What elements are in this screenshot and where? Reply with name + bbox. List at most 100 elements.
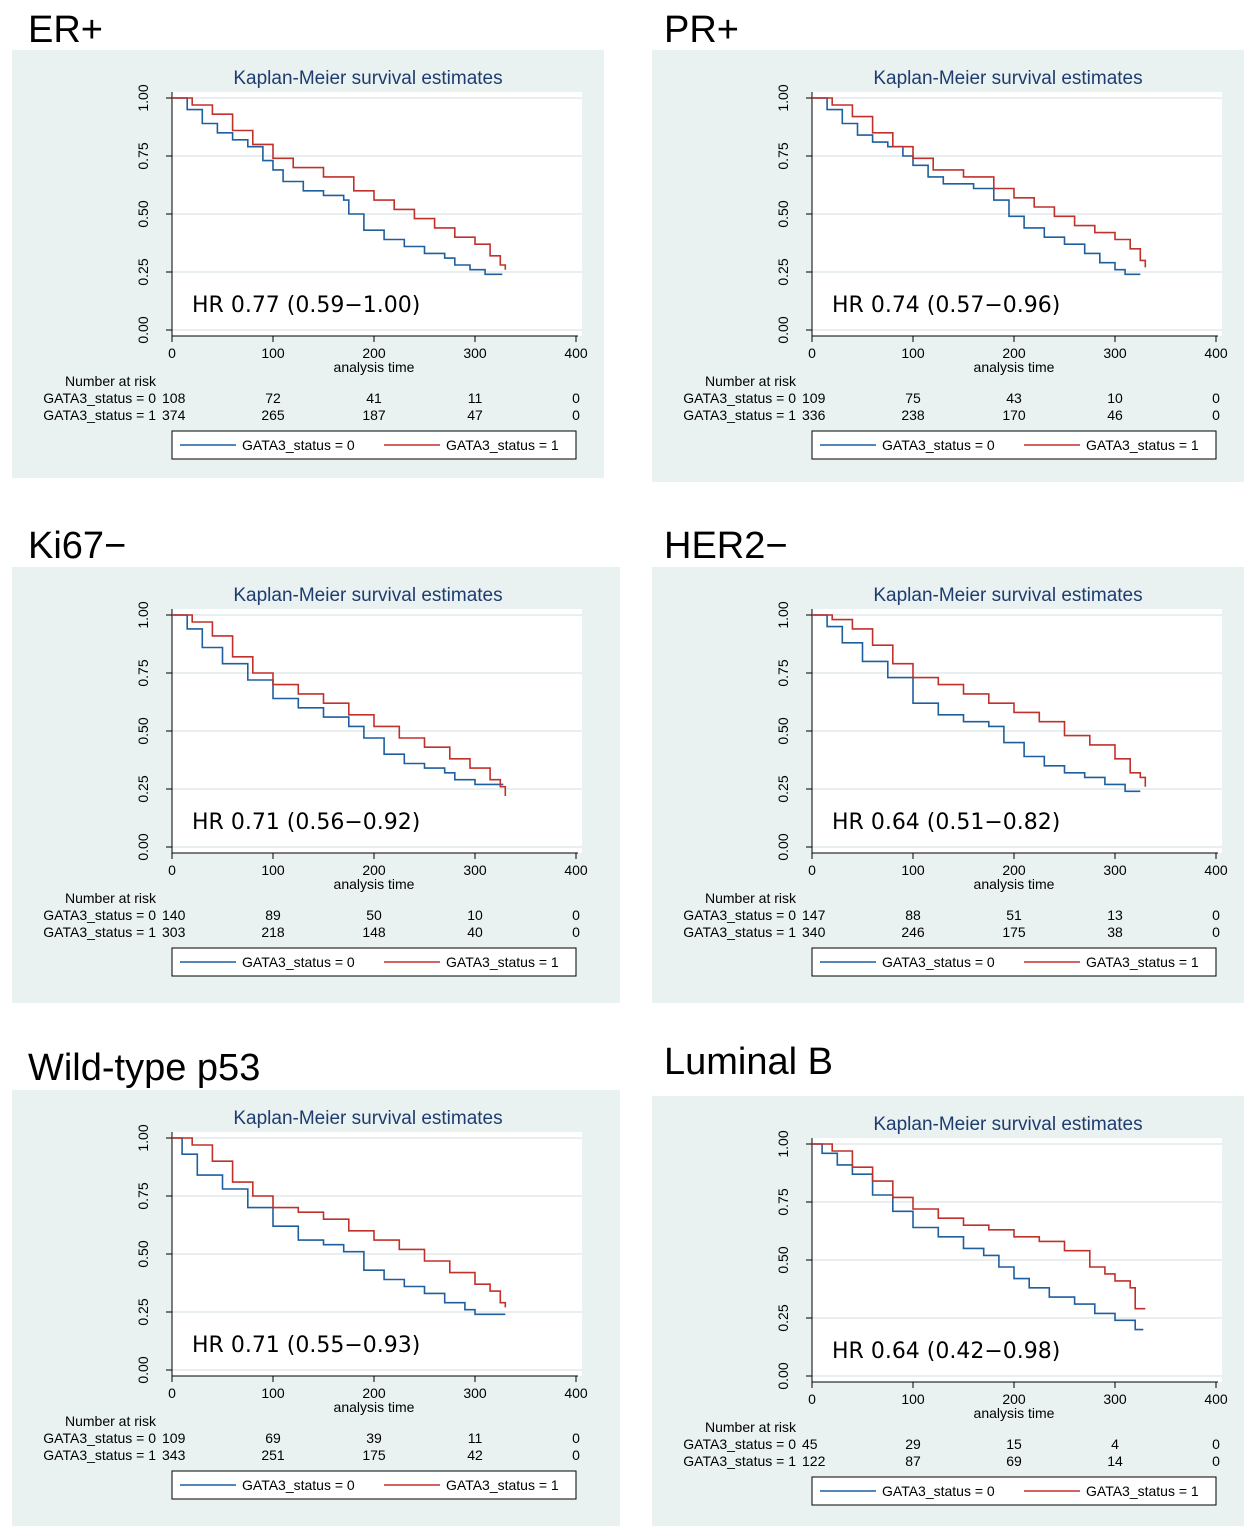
risk-count: 72 [265,390,281,406]
y-tick-label: 0.25 [775,258,791,285]
km-curve-gata3-1 [172,614,507,796]
km-curve-gata3-0 [812,97,1141,276]
risk-count: 46 [1107,407,1123,423]
legend-label: GATA3_status = 0 [242,437,355,453]
risk-count: 88 [905,907,921,923]
hazard-ratio-annotation: HR 0.64 (0.51−0.82) [832,810,1060,835]
risk-count: 0 [1212,1453,1220,1469]
x-tick-label: 100 [261,862,285,878]
x-tick-label: 100 [901,1391,925,1407]
y-tick-label: 0.00 [775,833,791,860]
x-tick-label: 0 [808,862,816,878]
risk-table-heading: Number at risk [705,373,797,389]
risk-count: 303 [162,924,186,940]
y-tick-label: 0.75 [135,142,151,169]
legend-label: GATA3_status = 0 [882,437,995,453]
y-tick-label: 0.50 [135,200,151,227]
risk-count: 0 [1212,1436,1220,1452]
x-axis-label: analysis time [974,1405,1055,1421]
x-tick-label: 200 [1002,862,1026,878]
km-curve-gata3-1 [812,1143,1146,1310]
km-panel-5: Wild-type p53 Kaplan-Meier survival estim… [12,1047,620,1526]
legend-box [811,1476,1217,1506]
risk-count: 109 [802,390,826,406]
risk-count: 175 [1002,924,1026,940]
risk-count: 87 [905,1453,921,1469]
y-tick-label: 0.50 [135,1240,151,1267]
risk-table-heading: Number at risk [65,1413,157,1429]
y-tick-label: 0.75 [775,142,791,169]
km-curve-gata3-0 [172,97,503,276]
risk-count: 0 [1212,907,1220,923]
y-tick-label: 0.00 [135,316,151,343]
risk-count: 0 [572,924,580,940]
risk-count: 39 [366,1430,382,1446]
legend-label: GATA3_status = 1 [1086,954,1199,970]
legend-box [171,947,577,977]
x-axis-label: analysis time [974,876,1055,892]
x-tick-label: 400 [1204,862,1228,878]
panel-label: PR+ [664,9,739,51]
y-tick-label: 0.00 [135,1356,151,1383]
x-tick-label: 0 [168,1385,176,1401]
risk-count: 0 [572,907,580,923]
legend-label: GATA3_status = 1 [446,954,559,970]
risk-count: 343 [162,1447,186,1463]
km-curve-gata3-0 [812,614,1141,793]
risk-table-heading: Number at risk [65,373,157,389]
y-tick-label: 0.75 [775,659,791,686]
risk-count: 69 [265,1430,281,1446]
chart-title: Kaplan-Meier survival estimates [233,68,502,89]
risk-count: 14 [1107,1453,1123,1469]
y-tick-label: 1.00 [135,1124,151,1151]
risk-count: 265 [261,407,285,423]
risk-count: 75 [905,390,921,406]
x-tick-label: 400 [1204,1391,1228,1407]
y-tick-label: 0.50 [775,1246,791,1273]
y-tick-label: 1.00 [775,601,791,628]
risk-row-label: GATA3_status = 0 [683,1436,796,1452]
x-tick-label: 400 [564,345,588,361]
panel-label: ER+ [28,9,103,51]
x-tick-label: 300 [463,862,487,878]
risk-count: 122 [802,1453,826,1469]
risk-count: 42 [467,1447,483,1463]
risk-count: 170 [1002,407,1026,423]
risk-count: 51 [1006,907,1022,923]
risk-count: 69 [1006,1453,1022,1469]
risk-count: 175 [362,1447,386,1463]
y-tick-label: 1.00 [135,601,151,628]
km-curve-gata3-1 [812,97,1147,268]
x-axis-label: analysis time [334,359,415,375]
risk-count: 108 [162,390,186,406]
legend-box [171,430,577,460]
risk-count: 4 [1111,1436,1119,1452]
risk-count: 45 [802,1436,818,1452]
risk-count: 50 [366,907,382,923]
x-tick-label: 100 [261,345,285,361]
risk-row-label: GATA3_status = 0 [683,907,796,923]
x-tick-label: 300 [463,1385,487,1401]
y-tick-label: 0.00 [135,833,151,860]
legend-label: GATA3_status = 0 [882,1483,995,1499]
risk-row-label: GATA3_status = 1 [683,407,796,423]
legend-box [811,430,1217,460]
x-tick-label: 0 [168,862,176,878]
y-tick-label: 0.25 [135,258,151,285]
risk-count: 0 [572,1430,580,1446]
legend-box [811,947,1217,977]
risk-count: 11 [468,390,483,406]
panel-label: Wild-type p53 [28,1047,260,1089]
km-curve-gata3-0 [172,614,504,786]
chart-title: Kaplan-Meier survival estimates [873,1114,1142,1135]
km-curve-gata3-1 [812,614,1147,787]
km-curve-gata3-0 [812,1143,1144,1331]
y-tick-label: 1.00 [135,84,151,111]
x-tick-label: 400 [564,1385,588,1401]
hazard-ratio-annotation: HR 0.74 (0.57−0.96) [832,293,1060,318]
risk-count: 29 [905,1436,921,1452]
x-tick-label: 200 [362,1385,386,1401]
risk-count: 218 [261,924,285,940]
x-tick-label: 300 [1103,862,1127,878]
risk-count: 41 [366,390,382,406]
